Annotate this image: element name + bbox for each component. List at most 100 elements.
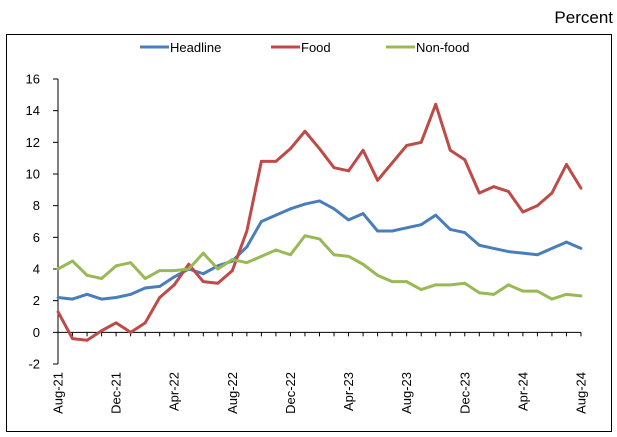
data-point	[245, 245, 249, 249]
data-point	[274, 213, 278, 217]
data-point	[492, 292, 496, 296]
data-point	[390, 229, 394, 233]
y-tick-label: 6	[33, 230, 40, 245]
data-point	[565, 163, 568, 166]
data-point	[71, 337, 74, 341]
legend-item: Food	[271, 40, 331, 55]
data-point	[579, 186, 583, 190]
data-point	[550, 247, 554, 250]
data-point	[216, 267, 220, 271]
data-point	[565, 240, 568, 244]
data-point	[318, 199, 321, 203]
series-food	[56, 102, 583, 342]
data-point	[85, 273, 89, 277]
series-line	[56, 102, 583, 342]
data-point	[477, 243, 481, 247]
data-point	[521, 210, 525, 214]
legend-item: Non-food	[386, 40, 469, 55]
data-point	[114, 296, 118, 299]
data-point	[158, 285, 162, 288]
data-point	[143, 286, 147, 290]
data-point	[390, 161, 394, 165]
data-point	[172, 275, 176, 279]
data-point	[361, 148, 365, 152]
data-point	[216, 281, 220, 285]
data-point	[100, 329, 103, 333]
x-tick-label: Aug-22	[225, 372, 240, 414]
data-point	[434, 213, 438, 217]
data-point	[419, 288, 423, 291]
series-non-food	[56, 234, 583, 301]
data-point	[536, 253, 539, 257]
data-point	[187, 262, 191, 266]
data-point	[550, 297, 554, 301]
x-tick-label: Aug-23	[399, 372, 414, 414]
data-point	[259, 159, 263, 163]
x-tick-label: Dec-21	[109, 372, 124, 414]
data-point	[143, 277, 147, 280]
y-tick-label: 0	[33, 325, 40, 340]
data-point	[201, 251, 205, 255]
data-point	[448, 148, 452, 152]
data-point	[259, 254, 263, 258]
data-point	[506, 283, 510, 287]
y-tick-label: 12	[26, 135, 40, 150]
y-tick-label: -2	[28, 357, 40, 372]
data-point	[114, 321, 118, 325]
x-tick-label: Aug-24	[574, 372, 589, 414]
data-point	[521, 251, 525, 255]
x-tick-label: Apr-24	[515, 372, 530, 411]
data-point	[434, 102, 438, 106]
data-point	[158, 269, 162, 272]
data-point	[71, 259, 74, 263]
data-point	[376, 178, 380, 182]
data-point	[579, 294, 583, 298]
data-point	[332, 253, 336, 257]
data-point	[477, 291, 481, 295]
series-line	[57, 199, 582, 301]
data-point	[521, 289, 525, 293]
data-point	[245, 229, 249, 233]
series-lines	[56, 102, 583, 342]
data-point	[376, 229, 380, 233]
data-point	[536, 204, 539, 208]
x-tick-label: Dec-22	[283, 372, 298, 414]
legend-item: Headline	[140, 40, 221, 55]
data-point	[463, 281, 467, 285]
data-point	[361, 212, 365, 215]
data-point	[448, 228, 452, 231]
data-point	[506, 190, 510, 193]
data-point	[419, 140, 423, 144]
data-point	[201, 280, 205, 284]
data-point	[463, 231, 467, 234]
data-point	[129, 330, 133, 334]
data-point	[172, 269, 176, 272]
unit-label: Percent	[554, 8, 613, 27]
data-point	[434, 283, 438, 287]
y-tick-label: 4	[33, 262, 40, 277]
x-tick-label: Dec-23	[457, 372, 472, 414]
data-point	[274, 159, 278, 163]
x-tick-label: Apr-22	[167, 372, 182, 411]
y-tick-label: 10	[26, 167, 40, 182]
x-tick-label: Apr-23	[341, 372, 356, 411]
data-point	[477, 191, 481, 195]
data-point	[201, 272, 205, 276]
data-point	[303, 234, 307, 238]
legend-label: Food	[301, 40, 331, 55]
data-point	[274, 248, 278, 252]
legend-label: Headline	[170, 40, 221, 55]
data-point	[332, 207, 336, 211]
data-point	[71, 297, 74, 301]
data-point	[289, 207, 292, 211]
data-point	[565, 292, 568, 296]
data-point	[318, 237, 321, 241]
data-point	[536, 289, 539, 293]
data-point	[347, 218, 350, 222]
legend: Headline Food Non-food	[140, 40, 469, 55]
data-point	[506, 250, 510, 253]
series-headline	[56, 199, 583, 301]
data-point	[230, 269, 234, 272]
data-point	[347, 254, 350, 258]
